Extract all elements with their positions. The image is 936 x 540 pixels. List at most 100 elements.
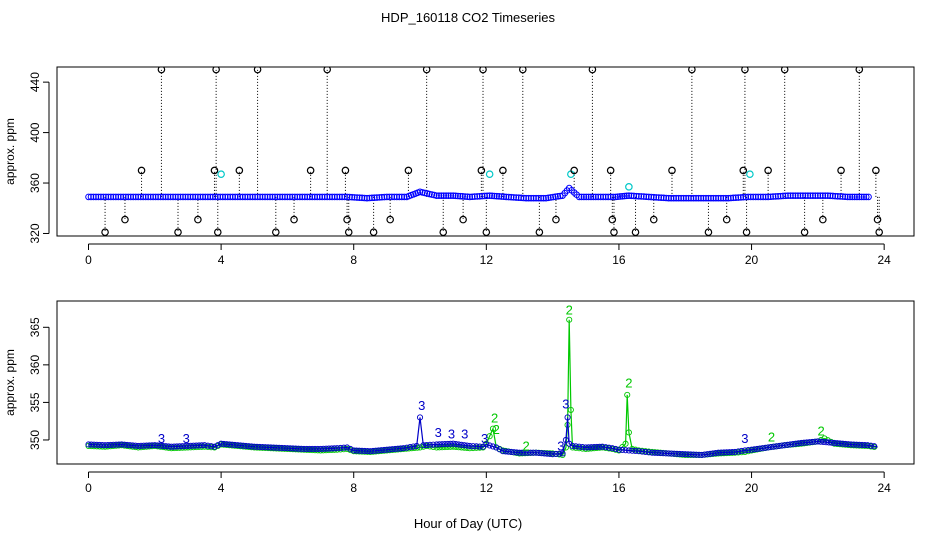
data-point-blue	[602, 193, 609, 201]
series-point	[609, 445, 616, 452]
data-point-blue	[177, 193, 184, 201]
series-annotation: 3	[448, 426, 455, 441]
data-point-blue	[759, 193, 767, 201]
data-point-blue	[824, 192, 832, 199]
y-tick-label: 400	[28, 122, 42, 142]
data-point-black	[482, 228, 491, 236]
data-point-blue	[164, 193, 172, 201]
data-point-blue	[110, 193, 117, 201]
data-point-blue	[85, 193, 92, 201]
data-point-blue	[633, 192, 640, 200]
data-point-blue	[630, 192, 638, 200]
data-point-blue	[331, 193, 338, 201]
data-point-blue	[351, 194, 358, 201]
data-point-blue	[249, 193, 256, 201]
data-point-blue	[144, 193, 152, 201]
x-tick-label: 12	[480, 253, 494, 267]
data-point-blue	[187, 193, 194, 201]
plot-frame	[56, 66, 915, 237]
data-point-blue	[822, 192, 829, 199]
data-point-blue	[433, 192, 440, 199]
data-point-blue	[549, 193, 557, 201]
data-point-blue	[597, 193, 605, 201]
data-point-black	[588, 67, 597, 74]
series-point	[629, 447, 636, 454]
data-point-blue	[782, 192, 789, 200]
data-point-blue	[858, 193, 865, 201]
series-point	[861, 442, 868, 449]
data-point-blue	[102, 193, 110, 201]
series-point	[745, 447, 752, 454]
series-point	[423, 441, 430, 449]
data-point-blue	[356, 194, 363, 201]
data-point-blue	[246, 193, 254, 201]
data-point-blue	[612, 193, 619, 201]
data-point-blue	[623, 192, 630, 200]
x-tick-label: 0	[85, 253, 92, 267]
series-point	[622, 440, 629, 447]
data-point-blue	[860, 193, 868, 201]
data-point-blue	[495, 193, 503, 200]
series-point	[629, 445, 636, 453]
data-point-blue	[502, 193, 510, 201]
series-point	[486, 442, 493, 449]
data-point-blue	[695, 194, 702, 202]
plot-frame	[56, 300, 915, 465]
data-point-blue	[580, 193, 588, 201]
data-point-blue	[734, 194, 742, 201]
data-point-blue	[715, 194, 722, 202]
data-point-blue	[831, 192, 839, 200]
data-point-blue	[585, 193, 592, 201]
data-point-blue	[754, 193, 762, 201]
data-point-blue	[720, 194, 727, 202]
series-point	[738, 447, 745, 455]
data-point-black	[272, 228, 280, 236]
data-point-blue	[640, 193, 648, 200]
series-point	[559, 450, 566, 457]
data-point-blue	[336, 193, 343, 201]
x-tick-label: 20	[745, 253, 759, 267]
data-point-blue	[348, 193, 356, 201]
y-axis-label: approx. ppm	[3, 118, 17, 185]
data-point-blue	[587, 193, 595, 201]
chart-title: HDP_160118 CO2 Timeseries	[381, 10, 555, 25]
data-point-blue	[308, 193, 316, 201]
data-point-blue	[675, 194, 682, 202]
data-point-black	[552, 215, 560, 224]
x-tick-label: 24	[877, 481, 891, 495]
data-point-blue	[212, 193, 219, 201]
data-point-blue	[488, 192, 496, 200]
data-point-black	[386, 215, 394, 224]
data-point-blue	[749, 193, 757, 201]
series-point	[413, 442, 420, 450]
series-annotation: 2	[491, 411, 498, 426]
data-point-blue	[391, 193, 398, 201]
y-tick-label: 360	[28, 355, 42, 375]
series-point	[400, 445, 407, 452]
data-point-blue	[638, 193, 645, 200]
x-tick-label: 16	[612, 481, 626, 495]
data-point-blue	[456, 192, 464, 200]
series-point	[470, 443, 477, 450]
data-point-blue	[373, 194, 381, 201]
data-point-blue	[650, 193, 658, 201]
series-point	[204, 442, 211, 449]
series-point	[466, 442, 473, 450]
data-point-blue	[853, 193, 861, 201]
data-point-blue	[473, 193, 481, 200]
series-annotation: 3	[557, 438, 564, 453]
data-point-blue	[174, 193, 182, 201]
series-point	[334, 445, 341, 452]
y-tick-label: 350	[28, 430, 42, 450]
data-point-blue	[599, 193, 607, 201]
series-point	[331, 445, 338, 452]
data-point-blue	[578, 193, 585, 201]
series-point	[735, 448, 742, 455]
data-point-blue	[855, 193, 863, 201]
data-point-blue	[117, 193, 125, 201]
data-point-blue	[316, 193, 324, 201]
series-annotation: 2	[522, 438, 529, 453]
data-point-blue	[274, 193, 281, 201]
data-point-blue	[478, 192, 486, 200]
data-point-blue	[149, 193, 157, 201]
